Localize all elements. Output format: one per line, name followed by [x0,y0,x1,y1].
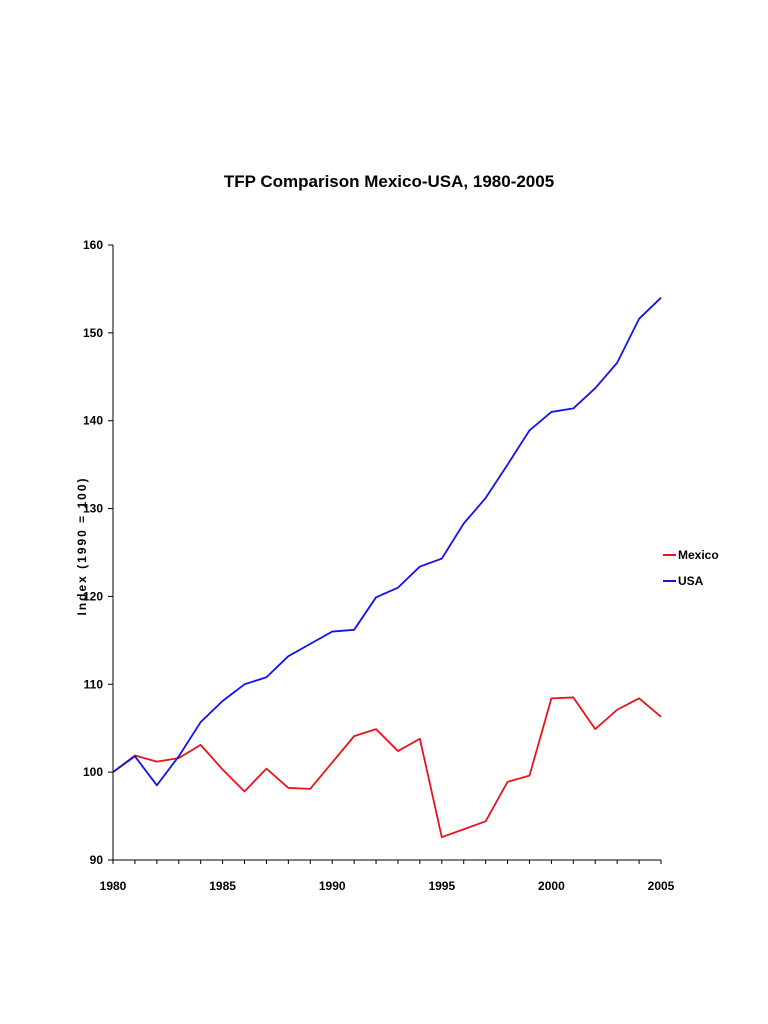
x-tick-label: 1990 [319,879,346,893]
y-tick-label: 160 [83,238,103,252]
chart-title: TFP Comparison Mexico-USA, 1980-2005 [224,172,554,191]
x-ticks: 1980 1985 1990 1995 2000 2005 [100,860,675,893]
series-group [112,297,662,839]
series-line-mexico [112,696,662,839]
axes [112,245,661,861]
y-tick-label: 110 [84,677,104,691]
x-tick-label: 1995 [428,879,455,893]
y-ticks: 90 100 110 120 130 140 150 160 [83,238,113,867]
x-tick-label: 1985 [209,879,236,893]
y-tick-label: 120 [83,589,103,603]
legend-label-usa: USA [678,574,704,588]
x-tick-label: 1980 [100,879,127,893]
y-tick-label: 100 [83,765,103,779]
x-tick-label: 2005 [648,879,675,893]
y-tick-label: 150 [83,326,103,340]
legend-label-mexico: Mexico [678,548,719,562]
y-tick-label: 90 [90,853,104,867]
series-line-usa [112,297,662,787]
x-tick-label: 2000 [538,879,565,893]
legend: Mexico USA [663,548,719,588]
y-tick-label: 130 [83,502,103,516]
y-axis-label: Index (1990 = 100) [75,476,89,615]
y-tick-label: 140 [83,414,103,428]
